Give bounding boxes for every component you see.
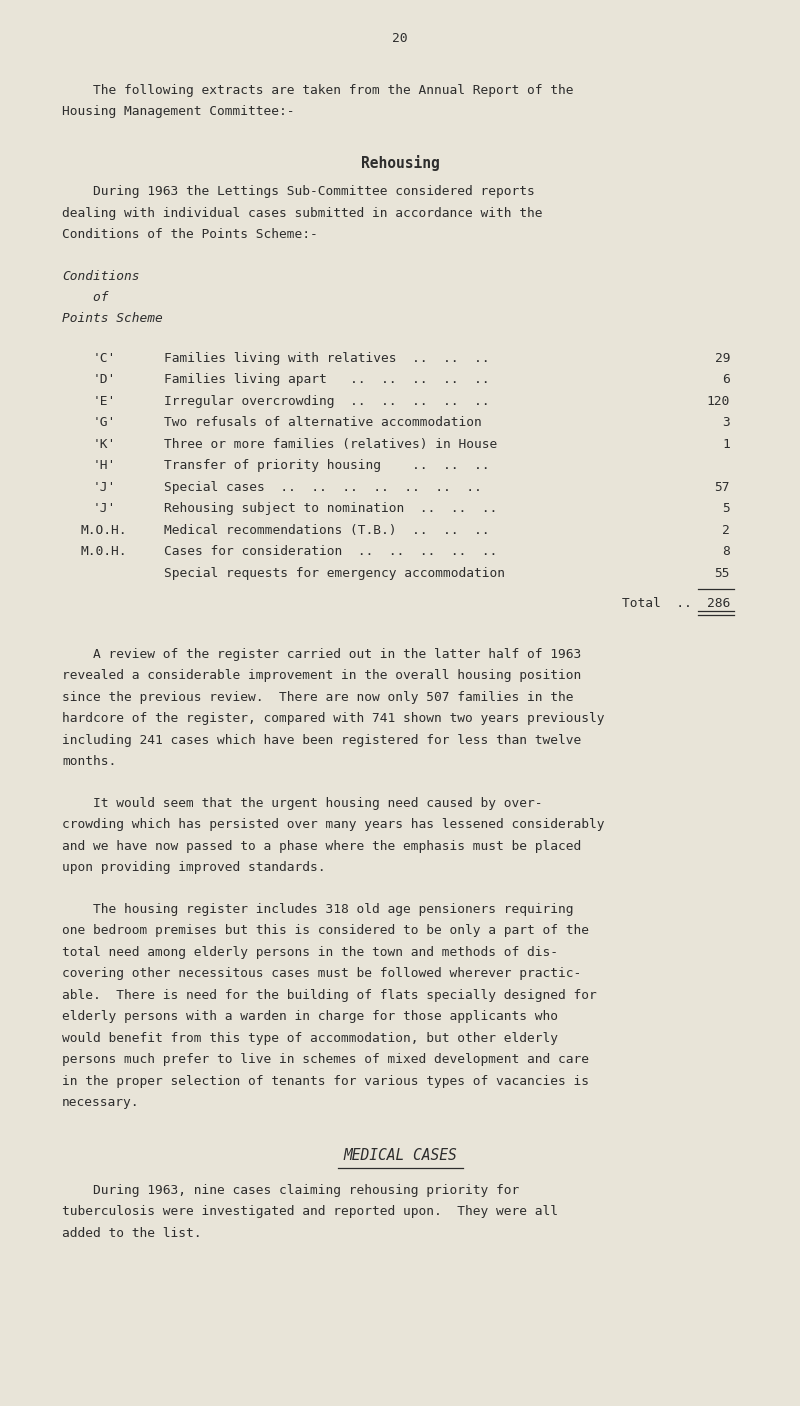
Text: Families living with relatives  ..  ..  ..: Families living with relatives .. .. .. xyxy=(164,352,490,366)
Text: Cases for consideration  ..  ..  ..  ..  ..: Cases for consideration .. .. .. .. .. xyxy=(164,546,498,558)
Text: and we have now passed to a phase where the emphasis must be placed: and we have now passed to a phase where … xyxy=(62,839,582,853)
Text: persons much prefer to live in schemes of mixed development and care: persons much prefer to live in schemes o… xyxy=(62,1053,589,1067)
Text: Two refusals of alternative accommodation: Two refusals of alternative accommodatio… xyxy=(164,416,482,429)
Text: 2: 2 xyxy=(722,524,730,537)
Text: of: of xyxy=(62,291,109,304)
Text: Families living apart   ..  ..  ..  ..  ..: Families living apart .. .. .. .. .. xyxy=(164,374,490,387)
Text: Medical recommendations (T.B.)  ..  ..  ..: Medical recommendations (T.B.) .. .. .. xyxy=(164,524,490,537)
Text: Conditions: Conditions xyxy=(62,270,139,283)
Text: total need among elderly persons in the town and methods of dis-: total need among elderly persons in the … xyxy=(62,946,558,959)
Text: hardcore of the register, compared with 741 shown two years previously: hardcore of the register, compared with … xyxy=(62,713,605,725)
Text: elderly persons with a warden in charge for those applicants who: elderly persons with a warden in charge … xyxy=(62,1011,558,1024)
Text: 'J': 'J' xyxy=(92,481,116,494)
Text: During 1963 the Lettings Sub-Committee considered reports: During 1963 the Lettings Sub-Committee c… xyxy=(62,186,534,198)
Text: necessary.: necessary. xyxy=(62,1097,139,1109)
Text: 6: 6 xyxy=(722,374,730,387)
Text: The following extracts are taken from the Annual Report of the: The following extracts are taken from th… xyxy=(62,84,574,97)
Text: 'D': 'D' xyxy=(92,374,116,387)
Text: Rehousing subject to nomination  ..  ..  ..: Rehousing subject to nomination .. .. .. xyxy=(164,502,498,516)
Text: in the proper selection of tenants for various types of vacancies is: in the proper selection of tenants for v… xyxy=(62,1076,589,1088)
Text: 'C': 'C' xyxy=(92,352,116,366)
Text: Housing Management Committee:-: Housing Management Committee:- xyxy=(62,105,294,118)
Text: Conditions of the Points Scheme:-: Conditions of the Points Scheme:- xyxy=(62,228,318,240)
Text: 3: 3 xyxy=(722,416,730,429)
Text: 57: 57 xyxy=(714,481,730,494)
Text: 'K': 'K' xyxy=(92,439,116,451)
Text: tuberculosis were investigated and reported upon.  They were all: tuberculosis were investigated and repor… xyxy=(62,1205,558,1219)
Text: covering other necessitous cases must be followed wherever practic-: covering other necessitous cases must be… xyxy=(62,967,582,980)
Text: 5: 5 xyxy=(722,502,730,516)
Text: Three or more families (relatives) in House: Three or more families (relatives) in Ho… xyxy=(164,439,498,451)
Text: 55: 55 xyxy=(714,567,730,581)
Text: Irregular overcrowding  ..  ..  ..  ..  ..: Irregular overcrowding .. .. .. .. .. xyxy=(164,395,490,408)
Text: one bedroom premises but this is considered to be only a part of the: one bedroom premises but this is conside… xyxy=(62,925,589,938)
Text: 20: 20 xyxy=(392,32,408,45)
Text: 1: 1 xyxy=(722,439,730,451)
Text: 8: 8 xyxy=(722,546,730,558)
Text: since the previous review.  There are now only 507 families in the: since the previous review. There are now… xyxy=(62,690,574,704)
Text: Transfer of priority housing    ..  ..  ..: Transfer of priority housing .. .. .. xyxy=(164,460,490,472)
Text: crowding which has persisted over many years has lessened considerably: crowding which has persisted over many y… xyxy=(62,818,605,831)
Text: During 1963, nine cases claiming rehousing priority for: During 1963, nine cases claiming rehousi… xyxy=(62,1184,519,1197)
Text: 286: 286 xyxy=(706,598,730,610)
Text: The housing register includes 318 old age pensioners requiring: The housing register includes 318 old ag… xyxy=(62,903,574,915)
Text: 'H': 'H' xyxy=(92,460,116,472)
Text: including 241 cases which have been registered for less than twelve: including 241 cases which have been regi… xyxy=(62,734,582,747)
Text: 120: 120 xyxy=(706,395,730,408)
Text: Rehousing: Rehousing xyxy=(361,155,439,172)
Text: 29: 29 xyxy=(714,352,730,366)
Text: would benefit from this type of accommodation, but other elderly: would benefit from this type of accommod… xyxy=(62,1032,558,1045)
Text: months.: months. xyxy=(62,755,116,769)
Text: added to the list.: added to the list. xyxy=(62,1227,202,1240)
Text: revealed a considerable improvement in the overall housing position: revealed a considerable improvement in t… xyxy=(62,669,582,682)
Text: dealing with individual cases submitted in accordance with the: dealing with individual cases submitted … xyxy=(62,207,542,219)
Text: M.O.H.: M.O.H. xyxy=(81,524,127,537)
Text: MEDICAL CASES: MEDICAL CASES xyxy=(343,1149,457,1163)
Text: 'G': 'G' xyxy=(92,416,116,429)
Text: Special requests for emergency accommodation: Special requests for emergency accommoda… xyxy=(164,567,505,581)
Text: 'E': 'E' xyxy=(92,395,116,408)
Text: upon providing improved standards.: upon providing improved standards. xyxy=(62,862,326,875)
Text: 'J': 'J' xyxy=(92,502,116,516)
Text: A review of the register carried out in the latter half of 1963: A review of the register carried out in … xyxy=(62,648,582,661)
Text: Special cases  ..  ..  ..  ..  ..  ..  ..: Special cases .. .. .. .. .. .. .. xyxy=(164,481,482,494)
Text: Points Scheme: Points Scheme xyxy=(62,312,162,326)
Text: Total  ..: Total .. xyxy=(622,598,692,610)
Text: able.  There is need for the building of flats specially designed for: able. There is need for the building of … xyxy=(62,988,597,1002)
Text: M.0.H.: M.0.H. xyxy=(81,546,127,558)
Text: It would seem that the urgent housing need caused by over-: It would seem that the urgent housing ne… xyxy=(62,797,542,810)
